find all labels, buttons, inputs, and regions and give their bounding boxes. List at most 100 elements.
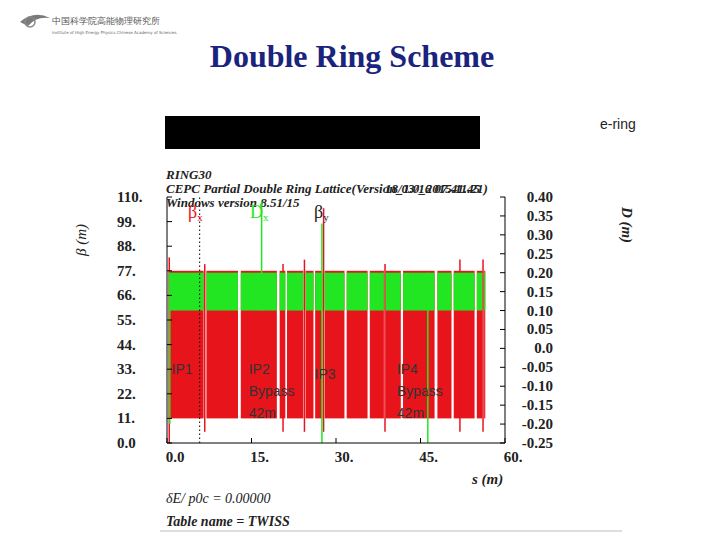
redaction bbox=[165, 116, 480, 149]
x-axis-label: s (m) bbox=[471, 471, 503, 488]
spike bbox=[304, 260, 306, 432]
spike bbox=[323, 208, 325, 432]
y2-tick-label: -0.10 bbox=[522, 378, 553, 394]
y2-tick bbox=[500, 215, 505, 216]
y-tick-label: 99. bbox=[117, 214, 136, 230]
ring-label: e-ring bbox=[600, 116, 636, 132]
legend-main: D bbox=[250, 202, 263, 222]
y2-tick bbox=[500, 348, 505, 349]
band-segment bbox=[347, 271, 368, 419]
band-segment bbox=[241, 273, 277, 311]
y-tick bbox=[167, 246, 172, 247]
y2-tick bbox=[500, 443, 505, 444]
logo-mark bbox=[25, 17, 35, 27]
annotation: IP2 bbox=[249, 361, 270, 377]
annotation: IP1 bbox=[172, 361, 193, 377]
band-segment bbox=[169, 271, 204, 419]
y2-tick bbox=[500, 386, 505, 387]
plot-header: CEPC Partial Double Ring Lattice(Version… bbox=[166, 181, 488, 196]
spike bbox=[427, 273, 429, 443]
logo-text: 中国科学院高能物理研究所 bbox=[52, 16, 160, 26]
x-tick bbox=[167, 438, 168, 443]
spike bbox=[321, 223, 323, 443]
legend-main: β bbox=[314, 202, 323, 222]
y-tick-label: 88. bbox=[117, 238, 136, 254]
plot-header: RING30 bbox=[165, 167, 212, 182]
y-tick bbox=[167, 295, 172, 296]
x-tick bbox=[336, 438, 337, 443]
y2-tick bbox=[500, 310, 505, 311]
band-segment bbox=[484, 271, 485, 419]
band-segment bbox=[370, 273, 384, 311]
annotation: 42m bbox=[249, 405, 276, 421]
x-tick-label: 30. bbox=[335, 449, 354, 465]
y2-tick-label: -0.20 bbox=[522, 416, 553, 432]
y-tick-label: 77. bbox=[117, 263, 136, 279]
legend-label: Dx bbox=[250, 202, 269, 223]
annotation: Bypass bbox=[397, 383, 443, 399]
y-tick bbox=[167, 418, 172, 419]
y-tick-label: 55. bbox=[117, 312, 136, 328]
y2-tick-label: 0.15 bbox=[527, 284, 553, 300]
title: Double Ring Scheme bbox=[210, 38, 494, 74]
y2-tick-label: 0.35 bbox=[527, 208, 553, 224]
band-segment bbox=[306, 271, 314, 419]
x-tick bbox=[505, 438, 506, 443]
x-tick-label: 60. bbox=[504, 449, 523, 465]
band-segment bbox=[325, 271, 345, 419]
y-tick-label: 44. bbox=[117, 337, 136, 353]
y-tick-label: 0.0 bbox=[117, 435, 136, 451]
y2-tick-label: 0.05 bbox=[527, 321, 553, 337]
y2-tick-label: 0.0 bbox=[534, 340, 553, 356]
band-segment bbox=[280, 273, 286, 311]
x-tick-label: 0.0 bbox=[166, 449, 185, 465]
y2-tick-label: -0.05 bbox=[522, 359, 553, 375]
y2-axis-label: D (m) bbox=[618, 206, 635, 243]
y-tick bbox=[167, 270, 172, 271]
band-segment bbox=[484, 273, 485, 311]
annotation: 42m bbox=[397, 405, 424, 421]
y-tick-label: 33. bbox=[117, 361, 136, 377]
band-segment bbox=[437, 273, 451, 311]
y-tick-label: 110. bbox=[117, 189, 143, 205]
legend-label: βx bbox=[188, 202, 203, 223]
timestamp: 18/03/16 07.41.45 bbox=[385, 181, 480, 196]
annotation: IP3 bbox=[315, 366, 336, 382]
y2-tick bbox=[500, 197, 505, 198]
y2-tick bbox=[500, 234, 505, 235]
footer-line: Table name = TWISS bbox=[166, 514, 290, 529]
y-tick bbox=[167, 197, 172, 198]
legend-sub: y bbox=[323, 211, 329, 223]
spike bbox=[482, 260, 484, 432]
y2-axis bbox=[505, 197, 506, 443]
footer-line: δE/ p0c = 0.00000 bbox=[166, 491, 271, 506]
band-segment bbox=[206, 273, 238, 311]
y-axis-label: β (m) bbox=[73, 224, 90, 257]
band-segment bbox=[306, 273, 314, 311]
band-segment bbox=[477, 271, 483, 419]
x-tick bbox=[251, 438, 252, 443]
y2-tick bbox=[500, 272, 505, 273]
y-tick bbox=[167, 221, 172, 222]
annotation: IP4 bbox=[397, 361, 418, 377]
legend-sub: x bbox=[197, 211, 203, 223]
logo-text: Institute of High Energy Physics Chinese… bbox=[52, 30, 177, 35]
band-segment bbox=[403, 273, 435, 311]
y2-tick bbox=[500, 329, 505, 330]
y-tick bbox=[167, 320, 172, 321]
y2-tick bbox=[500, 367, 505, 368]
band-segment bbox=[454, 273, 475, 311]
band-segment bbox=[386, 273, 401, 311]
slide: 中国科学院高能物理研究所 Institute of High Energy Phy… bbox=[0, 0, 720, 540]
annotation: Bypass bbox=[249, 383, 295, 399]
divider bbox=[160, 530, 622, 532]
band-segment bbox=[370, 271, 384, 419]
y2-tick-label: 0.40 bbox=[527, 189, 553, 205]
band-segment bbox=[454, 271, 475, 419]
spike bbox=[199, 197, 200, 443]
y2-tick-label: -0.15 bbox=[522, 397, 553, 413]
band-segment bbox=[325, 273, 345, 311]
y2-tick-label: 0.10 bbox=[527, 303, 553, 319]
x-tick-label: 45. bbox=[419, 449, 438, 465]
y-tick bbox=[167, 443, 172, 444]
